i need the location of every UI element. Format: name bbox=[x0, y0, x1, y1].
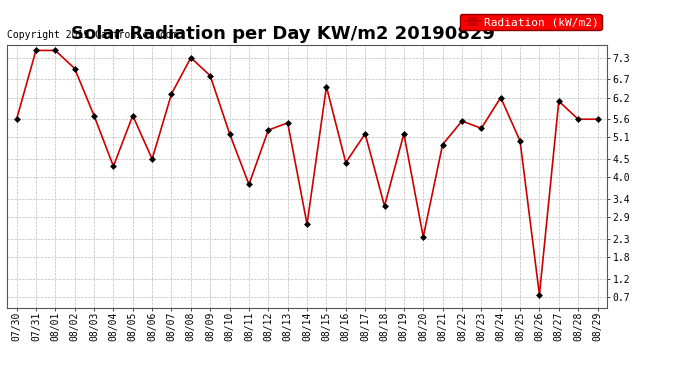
Text: Copyright 2019 Cartronics.com: Copyright 2019 Cartronics.com bbox=[7, 30, 177, 40]
Title: Solar Radiation per Day KW/m2 20190829: Solar Radiation per Day KW/m2 20190829 bbox=[71, 26, 495, 44]
Legend: Radiation (kW/m2): Radiation (kW/m2) bbox=[460, 14, 602, 30]
